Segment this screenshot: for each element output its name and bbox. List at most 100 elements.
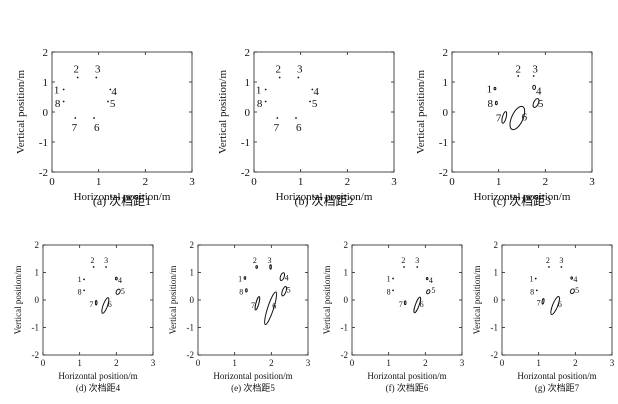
conductor-label-1: 1 [78,275,82,284]
panel-caption: (g) 次档距7 [534,383,580,393]
y-tick-label: 0 [443,107,449,119]
conductor-label-8: 8 [387,288,391,297]
conductor-label-7: 7 [72,122,78,134]
conductor-label-4: 4 [118,276,122,285]
conductor-label-6: 6 [94,122,100,134]
panel-caption: (c) 次档距3 [492,194,552,208]
y-tick-label: 0 [245,107,251,119]
conductor-label-3: 3 [559,256,563,265]
trajectory-2 [517,75,520,77]
x-tick-label: 1 [232,358,237,368]
conductor-label-2: 2 [91,256,95,265]
y-axis-label: Vertical position/m [472,266,482,335]
x-tick-label: 3 [306,358,311,368]
conductor-label-8: 8 [488,98,494,110]
trajectory-1 [62,88,65,91]
x-tick-label: 1 [77,358,82,368]
trajectory-8 [494,100,498,106]
trajectory-8 [392,289,394,292]
y-tick-label: 0 [494,295,499,305]
chart-panel-4: 0 1 2 3 -2 -1 0 1 2 Horizontal position/m Vertical… [0,218,160,404]
conductor-label-2: 2 [516,63,522,75]
conductor-label-6: 6 [296,122,302,134]
trajectory-4 [532,84,537,91]
trajectory-2 [76,76,79,79]
conductor-label-1: 1 [529,274,533,283]
conductor-label-4: 4 [429,276,433,285]
conductor-label-5: 5 [431,286,435,295]
y-tick-label: 1 [245,77,251,89]
panel-caption: (d) 次档距4 [75,383,121,393]
panel-caption: (f) 次档距6 [385,383,429,393]
y-tick-label: 0 [190,295,195,305]
conductor-label-4: 4 [536,85,542,97]
trajectory-1 [83,278,85,281]
y-tick-label: 2 [43,47,49,59]
trajectory-8 [245,288,248,293]
conductor-label-4: 4 [313,86,319,98]
conductor-label-1: 1 [238,274,242,283]
y-tick-label: 1 [190,268,195,278]
y-axis-label: Vertical position/m [322,266,332,335]
conductor-label-7: 7 [537,299,541,308]
trajectory-7 [403,300,407,306]
y-tick-label: -2 [39,167,48,179]
y-tick-label: -1 [32,323,40,333]
conductor-label-5: 5 [110,98,116,110]
trajectory-5 [107,100,109,103]
panel-caption: (a) 次档距1 [92,194,152,208]
trajectory-7 [501,111,508,124]
trajectory-4 [425,276,429,281]
trajectory-5 [532,98,540,108]
x-tick-label: 2 [269,358,274,368]
y-tick-label: -1 [187,323,195,333]
trajectory-8 [535,289,538,292]
y-tick-label: 0 [35,295,40,305]
conductor-label-7: 7 [251,301,255,310]
conductor-label-6: 6 [558,300,562,309]
conductor-label-7: 7 [89,300,93,309]
chart-panel-3: 0 1 2 3 -2 -1 0 1 2 Horizontal position/m Vertical… [412,0,618,218]
trajectory-5 [309,100,311,103]
y-tick-label: -1 [241,137,250,149]
trajectory-3 [95,76,98,79]
trajectory-8 [83,289,85,292]
conductor-label-6: 6 [272,301,276,310]
trajectory-2 [403,266,405,268]
trajectory-4 [570,276,573,280]
plot-frame [42,244,154,356]
trajectory-6 [509,105,526,131]
y-tick-label: 1 [344,268,349,278]
trajectory-1 [264,88,267,91]
y-tick-label: 2 [494,240,499,250]
x-tick-label: 3 [151,358,156,368]
x-tick-label: 0 [41,358,46,368]
panel-caption: (e) 次档距5 [231,383,275,393]
x-tick-label: 1 [298,176,304,188]
y-tick-label: 1 [35,268,40,278]
y-tick-label: -2 [187,350,195,360]
conductor-label-6: 6 [522,111,528,123]
y-axis-label: Vertical position/m [217,70,229,154]
conductor-label-3: 3 [532,63,538,75]
trajectory-1 [493,86,497,91]
trajectory-7 [254,296,261,311]
y-tick-label: -1 [491,323,499,333]
x-tick-label: 0 [350,358,355,368]
conductor-label-2: 2 [401,256,405,265]
x-axis-label: Horizontal position/m [276,191,373,203]
trajectory-6 [101,297,110,314]
y-tick-label: 2 [35,240,40,250]
chart-panel-7: 0 1 2 3 -2 -1 0 1 2 Horizontal position/m Vertical… [462,218,618,404]
conductor-label-3: 3 [415,256,419,265]
y-tick-label: 2 [443,47,449,59]
y-axis-label: Vertical position/m [15,70,27,154]
x-tick-label: 0 [449,176,455,188]
x-axis-label: Horizontal position/m [74,191,171,203]
conductor-label-4: 4 [111,86,117,98]
x-tick-label: 3 [391,176,397,188]
x-tick-label: 1 [496,176,502,188]
conductor-label-3: 3 [104,256,108,265]
